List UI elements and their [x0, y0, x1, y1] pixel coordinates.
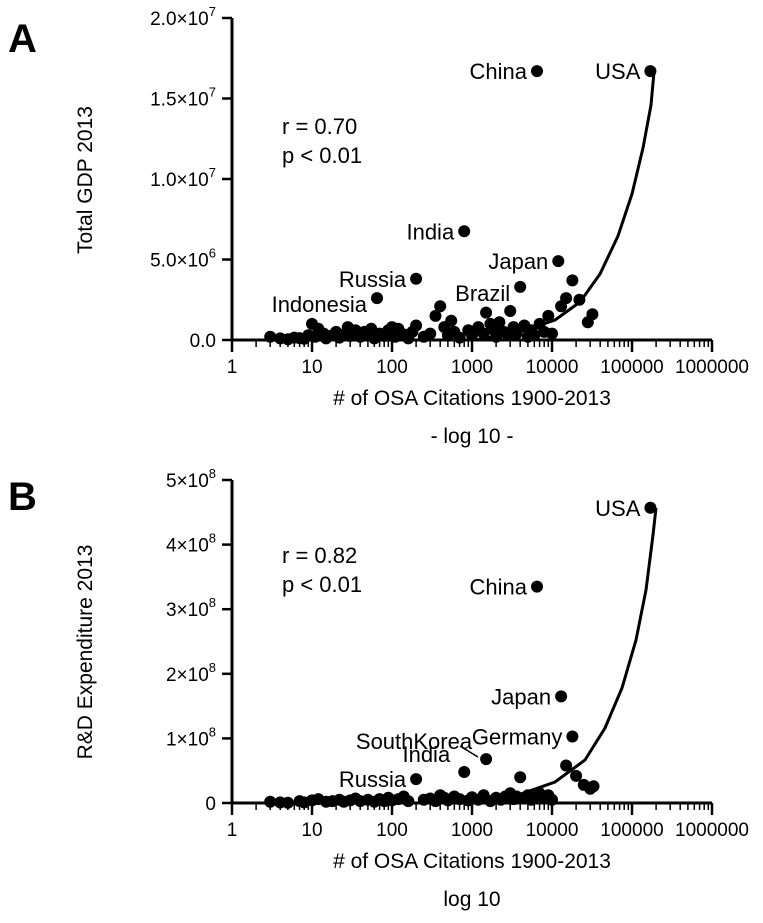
data-point [445, 314, 458, 327]
panel-b: B R&D Expenditure 2013 # of OSA Citation… [8, 466, 749, 911]
y-tick-label: 0.0 [190, 331, 216, 352]
panel-a: A Total GDP 2013 # of OSA Citations 1900… [8, 4, 749, 448]
data-point [573, 293, 586, 306]
data-point [587, 780, 600, 793]
point-label: Brazil [455, 281, 510, 306]
x-axis-title: # of OSA Citations 1900-2013 [333, 850, 611, 873]
x-tick-label: 1000000 [675, 820, 749, 841]
x-tick-label: 100000 [600, 820, 663, 841]
point-label: Japan [491, 684, 551, 709]
x-tick-label: 1000 [451, 820, 493, 841]
data-point-labeled [458, 766, 471, 778]
data-point [410, 319, 423, 332]
data-point-labeled [458, 225, 471, 238]
y-ticks: 0 1×108 2×108 3×108 4×108 5×108 [166, 466, 232, 815]
data-point [528, 329, 541, 342]
p-value: p < 0.01 [282, 143, 362, 168]
data-point [514, 771, 527, 784]
plot-layer: USA China India Japan Russia Brazil Indonesia [264, 59, 657, 346]
data-point [560, 759, 573, 772]
point-label: Germany [472, 725, 562, 750]
x-ticks: 1 10 100 1000 10000 100000 1000000 [227, 340, 749, 378]
x-tick-label: 10 [301, 820, 322, 841]
r-value: r = 0.70 [282, 114, 357, 139]
data-point [429, 309, 442, 322]
panel-letter: A [8, 17, 37, 61]
data-point [480, 306, 493, 319]
fit-curve [464, 507, 658, 805]
point-label: China [470, 575, 528, 600]
x-axis-subtitle: - log 10 - [431, 425, 514, 448]
data-point-labeled [514, 280, 527, 293]
x-tick-label: 10 [301, 357, 322, 378]
data-point [424, 327, 437, 340]
data-point-labeled [566, 730, 579, 743]
point-label: Russia [339, 767, 407, 792]
data-point [566, 274, 579, 287]
data-point-labeled [644, 501, 657, 514]
x-tick-label: 100 [376, 357, 408, 378]
x-axis-title: # of OSA Citations 1900-2013 [333, 387, 611, 410]
data-point [466, 329, 478, 342]
x-ticks: 1 10 100 1000 10000 100000 1000000 [227, 803, 749, 841]
y-tick-label: 5.0×106 [150, 246, 216, 272]
data-point [546, 327, 558, 340]
x-tick-label: 100 [376, 820, 408, 841]
data-point [570, 769, 583, 782]
data-point-labeled [410, 773, 423, 786]
x-tick-label: 100000 [600, 357, 663, 378]
data-point [434, 300, 447, 313]
data-point [477, 327, 490, 340]
data-point-labeled [555, 690, 568, 703]
y-tick-label: 2.0×107 [150, 4, 216, 30]
x-axis-subtitle: log 10 [443, 888, 500, 911]
point-label: Russia [339, 267, 407, 292]
data-point [504, 305, 517, 317]
data-point [560, 292, 573, 305]
y-tick-label: 2×108 [166, 660, 216, 686]
y-tick-label: 3×108 [166, 595, 216, 621]
point-label: India [406, 219, 454, 244]
y-axis-title: Total GDP 2013 [74, 106, 97, 254]
point-label: USA [595, 496, 641, 521]
p-value: p < 0.01 [282, 572, 362, 597]
r-value: r = 0.82 [282, 543, 357, 568]
x-tick-label: 1 [227, 357, 238, 378]
point-label: India [402, 742, 450, 767]
y-tick-label: 1.5×107 [150, 85, 216, 111]
data-point-labeled [531, 65, 543, 78]
y-tick-label: 1×108 [166, 724, 216, 750]
data-point-labeled [410, 272, 423, 285]
point-label: China [470, 59, 528, 84]
data-point [586, 308, 599, 321]
panel-letter: B [8, 475, 37, 519]
data-point [510, 327, 523, 340]
y-ticks: 0.0 5.0×106 1.0×107 1.5×107 2.0×107 [150, 4, 232, 352]
x-tick-label: 10000 [526, 357, 579, 378]
data-point-labeled [531, 580, 543, 593]
data-point [402, 795, 415, 808]
point-label: USA [595, 59, 641, 84]
x-tick-label: 1000000 [675, 357, 749, 378]
point-label: Indonesia [272, 292, 368, 317]
data-point-labeled [644, 65, 657, 78]
y-axis-title: R&D Expenditure 2013 [74, 545, 97, 760]
y-tick-label: 0 [205, 794, 216, 815]
point-label: SouthKorea [356, 729, 473, 754]
y-tick-label: 4×108 [166, 531, 216, 557]
y-tick-label: 5×108 [166, 466, 216, 492]
x-tick-label: 10000 [526, 820, 579, 841]
data-point-labeled [552, 255, 565, 268]
point-label: Japan [488, 249, 548, 274]
data-point-labeled [371, 292, 383, 305]
data-point [542, 309, 555, 322]
x-tick-label: 1000 [451, 357, 493, 378]
y-tick-label: 1.0×107 [150, 165, 216, 191]
korea-leader-line [459, 745, 479, 758]
x-tick-label: 1 [227, 820, 238, 841]
data-point-labeled [480, 753, 493, 766]
data-point [493, 316, 506, 329]
